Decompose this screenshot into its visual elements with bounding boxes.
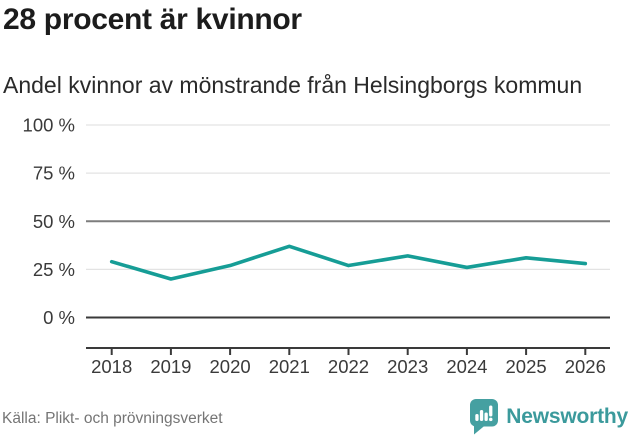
x-tick-label: 2025 bbox=[506, 356, 547, 377]
x-tick-label: 2022 bbox=[328, 356, 369, 377]
chart-title: 28 procent är kvinnor bbox=[3, 3, 302, 36]
x-tick-label: 2023 bbox=[387, 356, 428, 377]
y-tick-label: 50 % bbox=[33, 211, 75, 232]
y-tick-label: 100 % bbox=[23, 115, 75, 136]
chart-subtitle: Andel kvinnor av mönstrande från Helsing… bbox=[3, 72, 583, 98]
newsworthy-logo-icon bbox=[470, 399, 499, 435]
x-tick-label: 2024 bbox=[446, 356, 487, 377]
y-tick-label: 75 % bbox=[33, 163, 75, 184]
x-tick-label: 2018 bbox=[91, 356, 132, 377]
brand-footer: Newsworthy bbox=[469, 398, 628, 436]
series-line-andel-kvinnor bbox=[109, 244, 588, 281]
x-tick-label: 2020 bbox=[210, 356, 251, 377]
x-tick-label: 2021 bbox=[269, 356, 310, 377]
source-attribution: Källa: Plikt- och prövningsverket bbox=[2, 410, 223, 427]
y-tick-label: 25 % bbox=[33, 259, 75, 280]
x-tick-label: 2019 bbox=[150, 356, 191, 377]
y-tick-label: 0 % bbox=[43, 307, 75, 328]
brand-name: Newsworthy bbox=[506, 405, 628, 428]
x-tick-label: 2026 bbox=[565, 356, 606, 377]
